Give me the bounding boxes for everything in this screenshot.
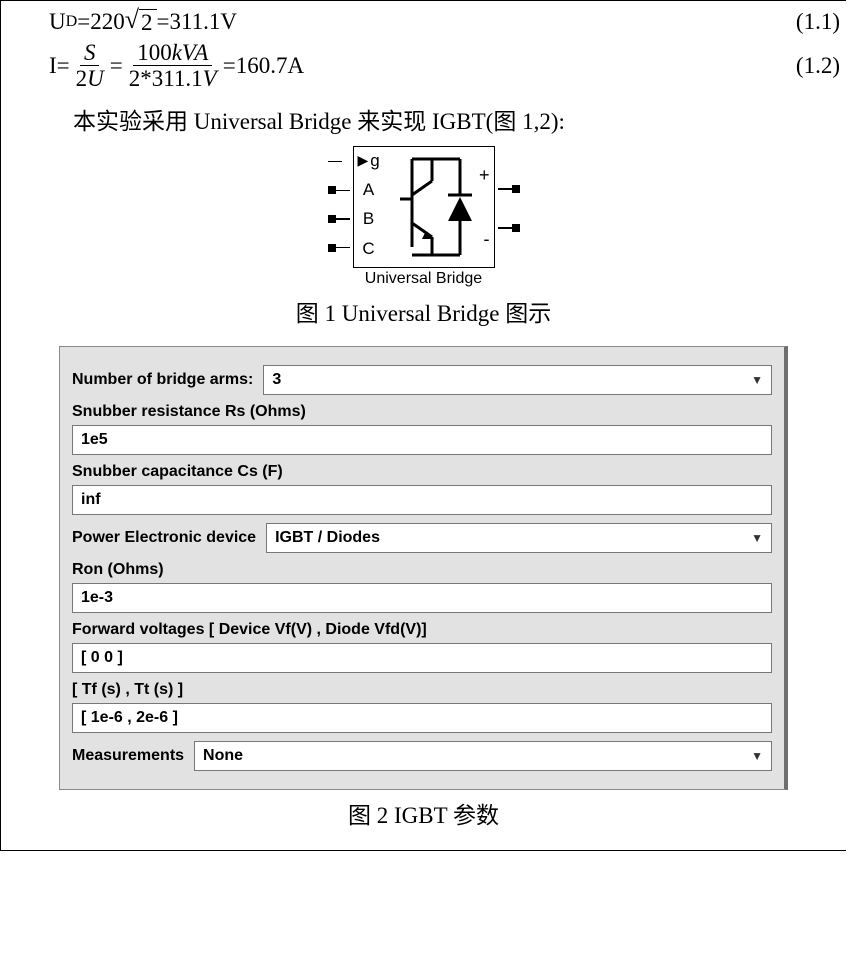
tf-value: [ 1e-6 , 2e-6 ] <box>81 709 178 727</box>
body-line: 本实验采用 Universal Bridge 来实现 IGBT(图 1,2): <box>1 94 846 140</box>
page-frame: UD = 220 √2 = 311.1V (1.1) I = S 2U = 10… <box>0 0 846 851</box>
chevron-down-icon: ▼ <box>751 373 763 387</box>
vf-value: [ 0 0 ] <box>81 649 123 667</box>
tf-label: [ Tf (s) , Tt (s) ] <box>72 681 772 699</box>
chevron-down-icon: ▼ <box>751 749 763 763</box>
arms-label: Number of bridge arms: <box>72 371 253 389</box>
meas-value: None <box>203 747 243 765</box>
meas-label: Measurements <box>72 747 184 765</box>
meas-select[interactable]: None ▼ <box>194 741 772 771</box>
minus-label: - <box>484 229 490 250</box>
eq1-sub: D <box>66 13 78 31</box>
eq1-sqrt: √2 <box>125 7 157 36</box>
arms-select[interactable]: 3 ▼ <box>263 365 772 395</box>
vf-input[interactable]: [ 0 0 ] <box>72 643 772 673</box>
port-a <box>328 180 353 200</box>
block-label: Universal Bridge <box>328 270 520 288</box>
chevron-down-icon: ▼ <box>751 531 763 545</box>
eq2-result: 160.7A <box>236 53 304 79</box>
tf-input[interactable]: [ 1e-6 , 2e-6 ] <box>72 703 772 733</box>
port-b <box>328 209 353 229</box>
port-g <box>328 152 353 172</box>
equation-1-2: I = S 2U = 100kVA 2*311.1V = 160.7A (1.2… <box>1 38 846 94</box>
port-c <box>328 238 353 258</box>
eq1-number: (1.1) <box>796 9 840 35</box>
arrow-icon: ▶ <box>358 152 369 169</box>
ron-label: Ron (Ohms) <box>72 561 772 579</box>
ron-input[interactable]: 1e-3 <box>72 583 772 613</box>
rs-value: 1e5 <box>81 431 108 449</box>
equation-1-1: UD = 220 √2 = 311.1V (1.1) <box>1 5 846 38</box>
device-value: IGBT / Diodes <box>275 529 380 547</box>
igbt-schematic-icon: + - <box>380 147 494 267</box>
port-plus <box>495 179 520 199</box>
eq1-result: 311.1V <box>170 9 238 35</box>
fig2-caption: 图 2 IGBT 参数 <box>1 796 846 830</box>
ron-value: 1e-3 <box>81 589 113 607</box>
rs-label: Snubber resistance Rs (Ohms) <box>72 403 772 421</box>
eq2-frac2: 100kVA 2*311.1V <box>125 40 221 92</box>
label-b: B <box>358 209 380 229</box>
cs-label: Snubber capacitance Cs (F) <box>72 463 772 481</box>
device-label: Power Electronic device <box>72 529 256 547</box>
label-a: A <box>358 180 380 200</box>
universal-bridge-block: ▶g A B C <box>328 146 520 268</box>
device-select[interactable]: IGBT / Diodes ▼ <box>266 523 772 553</box>
fig1-caption: 图 1 Universal Bridge 图示 <box>1 294 846 328</box>
port-minus <box>495 218 520 238</box>
rs-input[interactable]: 1e5 <box>72 425 772 455</box>
cs-input[interactable]: inf <box>72 485 772 515</box>
eq2-number: (1.2) <box>796 53 840 79</box>
cs-value: inf <box>81 491 101 509</box>
label-g: g <box>370 151 379 171</box>
igbt-params-dialog: Number of bridge arms: 3 ▼ Snubber resis… <box>59 346 788 790</box>
arms-value: 3 <box>272 371 281 389</box>
plus-label: + <box>479 165 490 186</box>
eq2-lhs: I <box>49 53 57 79</box>
label-c: C <box>358 239 380 259</box>
eq1-var: U <box>49 9 66 35</box>
figure-1: ▶g A B C <box>1 146 846 288</box>
eq1-base: 220 <box>90 9 125 35</box>
eq2-frac1: S 2U <box>72 40 108 92</box>
vf-label: Forward voltages [ Device Vf(V) , Diode … <box>72 621 772 639</box>
